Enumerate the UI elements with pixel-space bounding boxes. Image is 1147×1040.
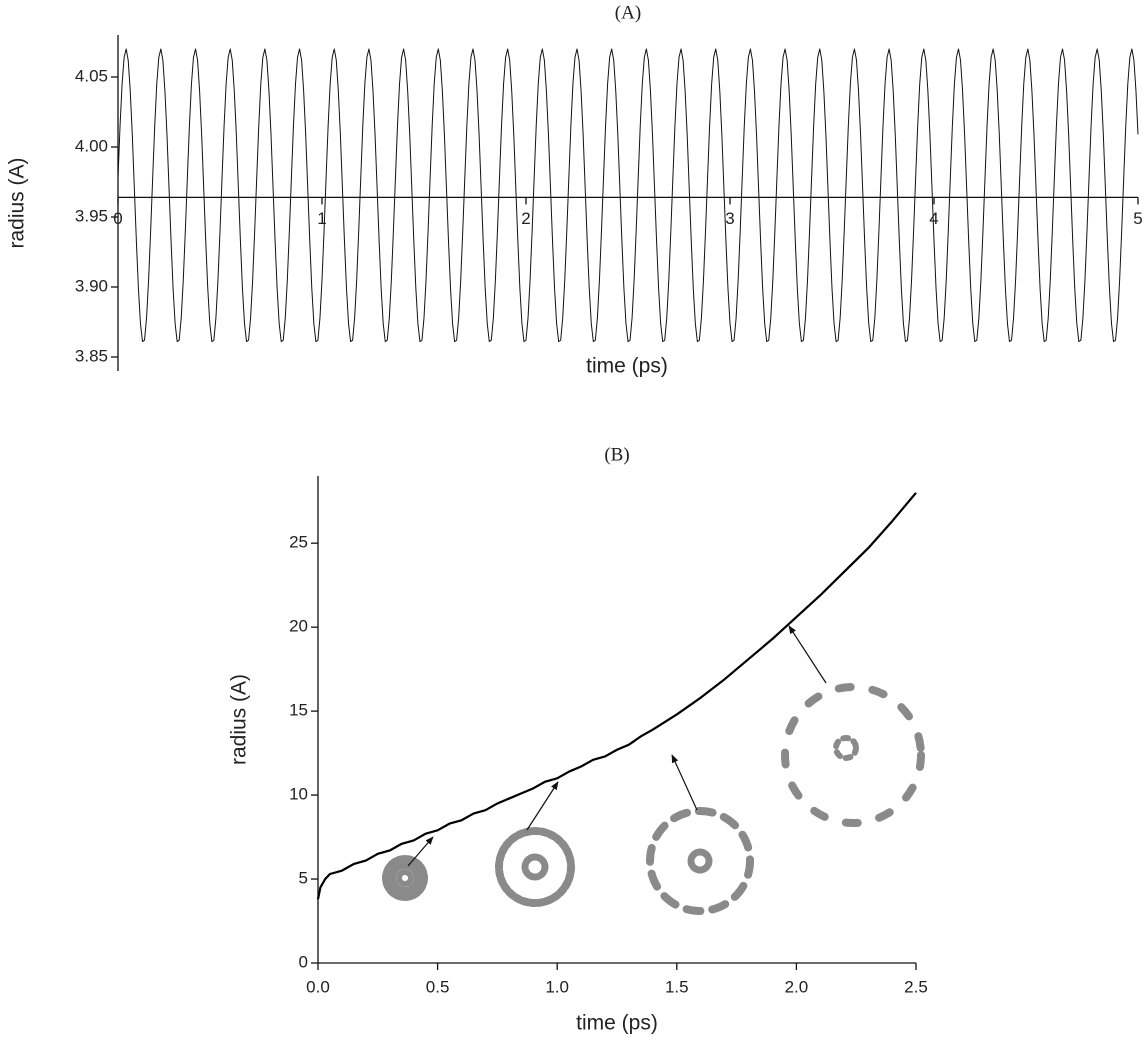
y-tick-label: 3.90 xyxy=(75,276,108,295)
data-line xyxy=(117,48,1139,343)
x-tick-label: 1 xyxy=(317,209,326,228)
x-tick-label: 2.0 xyxy=(785,977,809,996)
cluster-3-core xyxy=(687,848,713,874)
x-tick-label: 2.5 xyxy=(904,977,928,996)
cluster-2-shell xyxy=(495,827,575,907)
arrow xyxy=(788,625,827,684)
cluster-insets xyxy=(382,683,925,915)
x-tick-label: 4 xyxy=(929,209,938,228)
y-axis-label: radius (A) xyxy=(6,157,29,248)
x-axis-label: time (ps) xyxy=(576,1012,658,1035)
cluster-1 xyxy=(382,855,428,901)
y-tick-label: 15 xyxy=(289,701,308,720)
x-tick-label: 1.5 xyxy=(665,977,689,996)
cluster-1-core xyxy=(396,869,414,887)
y-tick-label: 0 xyxy=(299,952,308,971)
y-tick-label: 25 xyxy=(289,533,308,552)
x-tick-label: 1.0 xyxy=(545,977,569,996)
y-tick-label: 5 xyxy=(299,869,308,888)
y-tick-label: 20 xyxy=(289,617,308,636)
y-tick-label: 3.85 xyxy=(75,346,108,365)
x-tick-label: 5 xyxy=(1133,209,1142,228)
chart-title: (A) xyxy=(615,2,641,23)
y-tick-label: 3.95 xyxy=(75,206,108,225)
x-tick-label: 2 xyxy=(521,209,530,228)
arrows xyxy=(407,625,827,867)
x-tick-label: 0 xyxy=(113,209,122,228)
data-line xyxy=(316,492,917,900)
y-tick-label: 10 xyxy=(289,785,308,804)
arrow xyxy=(671,754,698,811)
y-tick-label: 4.00 xyxy=(75,136,108,155)
x-tick-label: 0.5 xyxy=(426,977,450,996)
cluster-4-core xyxy=(833,735,859,761)
y-axis-label: radius (A) xyxy=(228,674,251,765)
arrow xyxy=(407,836,434,867)
x-tick-label: 3 xyxy=(725,209,734,228)
cluster-4-shell xyxy=(781,683,925,827)
x-axis-label: time (ps) xyxy=(586,355,668,378)
y-tick-label: 4.05 xyxy=(75,66,108,85)
cluster-2-core xyxy=(521,853,549,881)
chart-title: (B) xyxy=(604,444,629,465)
arrow xyxy=(526,781,559,831)
cluster-3-shell xyxy=(646,807,754,915)
x-tick-label: 0.0 xyxy=(306,977,330,996)
